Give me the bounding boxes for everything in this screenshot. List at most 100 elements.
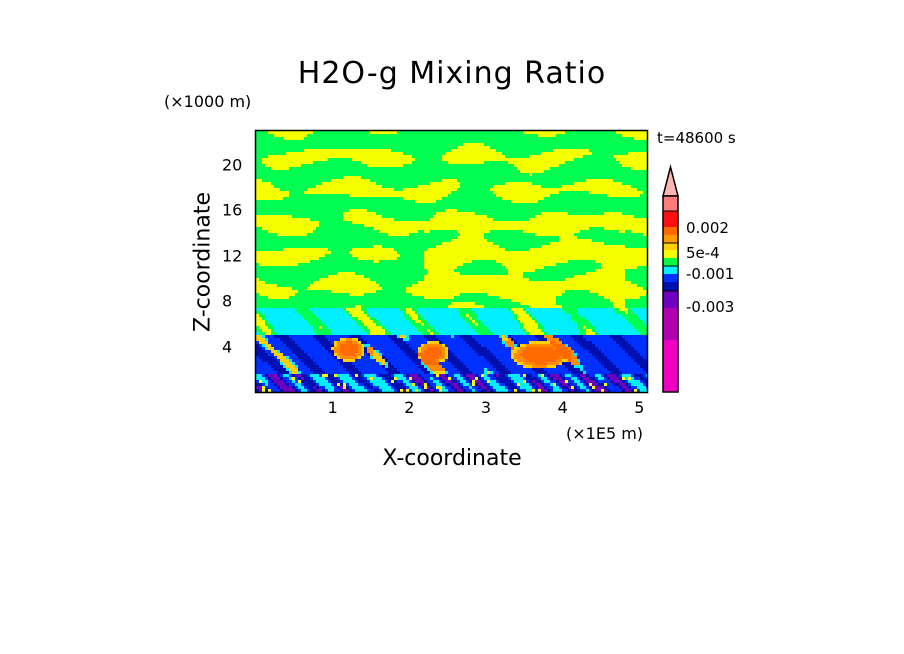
field-cell bbox=[370, 164, 374, 168]
field-cell bbox=[484, 158, 488, 162]
field-cell bbox=[313, 179, 317, 183]
field-cell bbox=[475, 215, 479, 219]
field-cell bbox=[601, 179, 605, 183]
field-cell bbox=[559, 224, 563, 228]
field-cell bbox=[490, 191, 494, 195]
field-cell bbox=[370, 155, 374, 159]
field-cell bbox=[511, 194, 515, 198]
field-cell bbox=[280, 134, 284, 138]
field-cell bbox=[640, 230, 644, 234]
field-cell bbox=[379, 197, 383, 201]
field-cell bbox=[538, 209, 542, 213]
field-cell bbox=[523, 230, 527, 234]
field-cell bbox=[346, 173, 350, 177]
field-cell bbox=[346, 143, 350, 147]
field-cell bbox=[622, 152, 626, 156]
field-cell bbox=[586, 227, 590, 231]
field-cell bbox=[622, 146, 626, 150]
field-cell bbox=[571, 194, 575, 198]
field-cell bbox=[544, 239, 548, 243]
field-cell bbox=[457, 236, 461, 240]
field-cell bbox=[412, 167, 416, 171]
field-cell bbox=[406, 236, 410, 240]
field-cell bbox=[631, 185, 635, 189]
field-cell bbox=[331, 143, 335, 147]
field-cell bbox=[484, 230, 488, 234]
field-cell bbox=[433, 185, 437, 189]
field-cell bbox=[439, 164, 443, 168]
field-cell bbox=[262, 239, 266, 243]
field-cell bbox=[301, 197, 305, 201]
field-cell bbox=[292, 182, 296, 186]
field-cell bbox=[463, 203, 467, 207]
field-cell bbox=[604, 152, 608, 156]
field-cell bbox=[526, 230, 530, 234]
field-cell bbox=[496, 182, 500, 186]
field-cell bbox=[421, 173, 425, 177]
field-cell bbox=[460, 134, 464, 138]
field-cell bbox=[616, 149, 620, 153]
field-cell bbox=[556, 215, 560, 219]
field-cell bbox=[517, 200, 521, 204]
field-cell bbox=[430, 155, 434, 159]
field-cell bbox=[385, 227, 389, 231]
field-cell bbox=[454, 146, 458, 150]
field-cell bbox=[439, 137, 443, 141]
field-cell bbox=[361, 218, 365, 222]
field-cell bbox=[403, 170, 407, 174]
field-cell bbox=[616, 185, 620, 189]
field-cell bbox=[418, 167, 422, 171]
field-cell bbox=[640, 191, 644, 195]
field-cell bbox=[502, 230, 506, 234]
field-cell bbox=[550, 200, 554, 204]
field-cell bbox=[526, 176, 530, 180]
field-cell bbox=[460, 176, 464, 180]
field-cell bbox=[526, 227, 530, 231]
field-cell bbox=[586, 215, 590, 219]
field-cell bbox=[610, 209, 614, 213]
field-cell bbox=[340, 149, 344, 153]
field-cell bbox=[361, 197, 365, 201]
field-cell bbox=[355, 137, 359, 141]
field-cell bbox=[331, 230, 335, 234]
field-cell bbox=[325, 140, 329, 144]
field-cell bbox=[499, 203, 503, 207]
field-cell bbox=[478, 242, 482, 246]
field-cell bbox=[277, 221, 281, 225]
field-cell bbox=[322, 215, 326, 219]
field-cell bbox=[556, 173, 560, 177]
field-cell bbox=[319, 233, 323, 237]
field-cell bbox=[466, 146, 470, 150]
field-cell bbox=[295, 158, 299, 162]
field-cell bbox=[256, 143, 260, 147]
field-cell bbox=[541, 155, 545, 159]
field-cell bbox=[625, 203, 629, 207]
field-cell bbox=[598, 155, 602, 159]
field-cell bbox=[463, 221, 467, 225]
field-cell bbox=[574, 149, 578, 153]
field-cell bbox=[496, 146, 500, 150]
field-cell bbox=[415, 152, 419, 156]
field-cell bbox=[349, 224, 353, 228]
field-cell bbox=[340, 215, 344, 219]
field-cell bbox=[361, 164, 365, 168]
field-cell bbox=[319, 146, 323, 150]
field-cell bbox=[349, 161, 353, 165]
field-cell bbox=[340, 140, 344, 144]
field-cell bbox=[415, 149, 419, 153]
field-cell bbox=[577, 173, 581, 177]
field-cell bbox=[295, 146, 299, 150]
field-cell bbox=[256, 227, 260, 231]
field-cell bbox=[391, 161, 395, 165]
field-cell bbox=[424, 200, 428, 204]
field-cell bbox=[376, 206, 380, 210]
field-cell bbox=[607, 212, 611, 216]
field-cell bbox=[478, 176, 482, 180]
field-cell bbox=[508, 182, 512, 186]
field-cell bbox=[547, 140, 551, 144]
field-cell bbox=[595, 209, 599, 213]
field-cell bbox=[397, 176, 401, 180]
field-cell bbox=[646, 140, 647, 144]
field-cell bbox=[457, 230, 461, 234]
field-cell bbox=[487, 209, 491, 213]
